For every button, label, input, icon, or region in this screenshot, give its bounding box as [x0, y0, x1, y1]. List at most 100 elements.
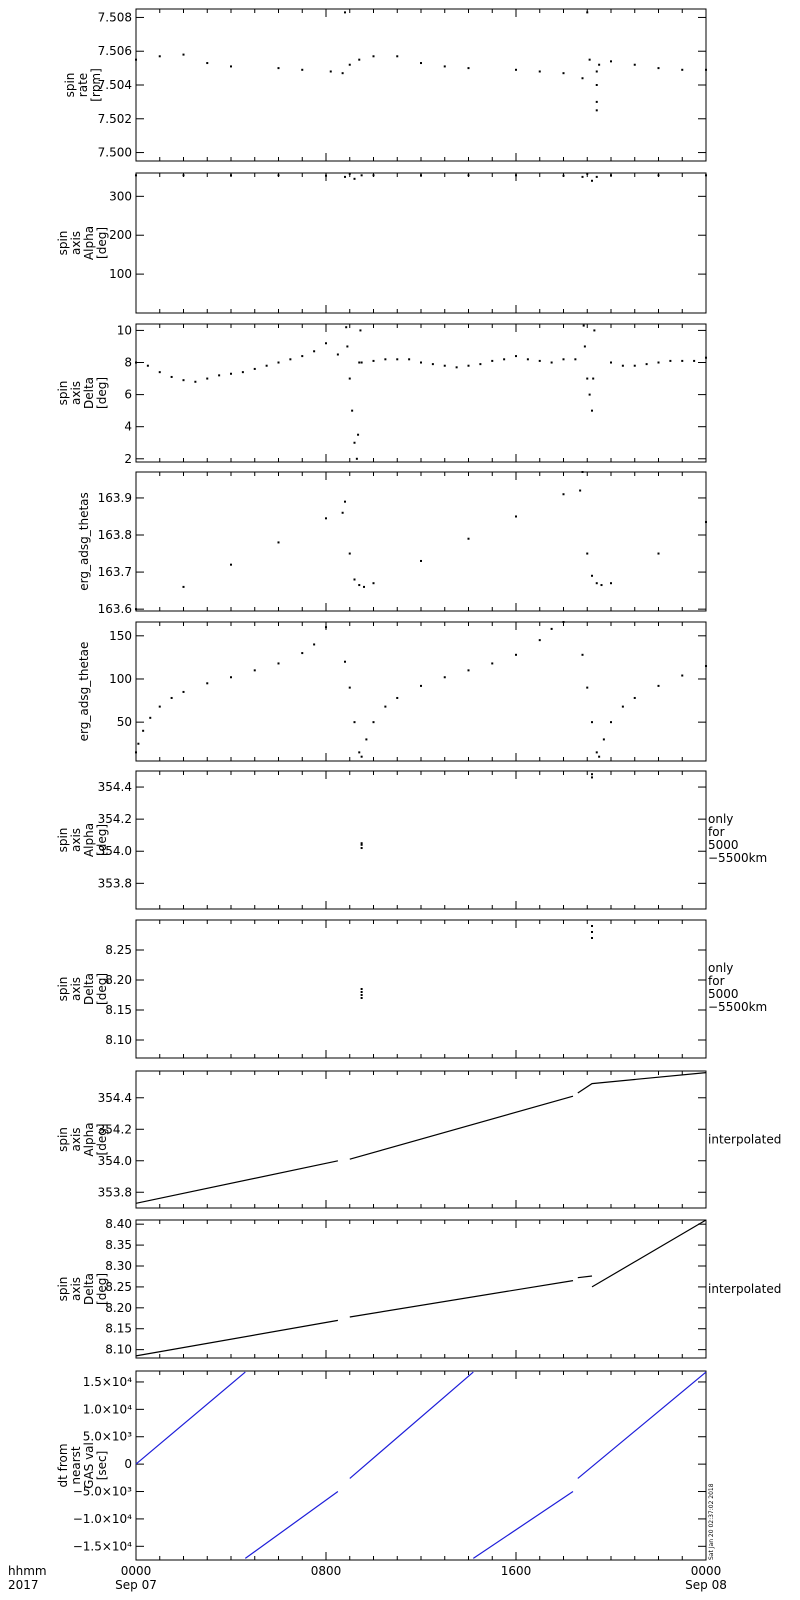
data-point	[135, 58, 137, 61]
y-axis-label: spinaxisDelta[deg]	[56, 973, 109, 1005]
data-point	[591, 925, 593, 927]
data-point	[135, 608, 137, 611]
y-tick-label: 150	[109, 629, 132, 643]
data-point	[581, 175, 584, 178]
data-point	[325, 174, 327, 177]
data-point	[396, 696, 399, 699]
data-point	[345, 326, 348, 329]
data-point	[467, 364, 470, 367]
data-point	[591, 721, 593, 724]
data-point	[253, 367, 256, 370]
data-point	[360, 994, 363, 996]
data-point	[158, 371, 161, 374]
data-point	[467, 537, 470, 540]
data-point	[360, 843, 363, 846]
data-point	[491, 662, 494, 665]
x-tick-label: 0000	[121, 1564, 152, 1578]
data-point	[372, 55, 375, 58]
data-point	[515, 355, 517, 358]
data-point	[586, 552, 589, 555]
data-point	[595, 582, 598, 585]
y-tick-label: 8.20	[105, 1301, 132, 1315]
data-point	[301, 355, 304, 358]
data-point	[467, 174, 470, 177]
data-point	[574, 358, 577, 361]
data-point	[645, 363, 648, 366]
data-point	[353, 578, 356, 581]
data-point	[420, 559, 422, 562]
data-point	[158, 705, 161, 708]
data-point	[351, 409, 354, 412]
data-point	[515, 174, 517, 177]
y-tick-label: 50	[117, 715, 132, 729]
y-tick-label: 7.502	[98, 112, 132, 126]
data-point	[137, 742, 140, 745]
y-tick-label: 5.0×10³	[83, 1430, 132, 1444]
data-point	[241, 371, 244, 374]
data-point	[515, 653, 517, 656]
data-point	[348, 377, 351, 380]
y-axis-label: spinaxisDelta[deg]	[56, 1273, 109, 1305]
data-point	[595, 751, 598, 754]
data-point	[360, 174, 363, 177]
data-point	[230, 563, 232, 566]
x-tick-date-label: Sep 07	[115, 1578, 157, 1592]
data-point	[693, 359, 696, 362]
data-point	[705, 68, 707, 71]
data-point	[277, 662, 280, 665]
y-axis-label: dt fromnearstGAS val[sec]	[56, 1442, 109, 1489]
series-line	[577, 1371, 707, 1479]
data-point	[348, 172, 351, 175]
data-point	[396, 55, 399, 58]
panel-7: 8.10 8.15 8.20 8.25 spinaxisDelta[deg] only fo…	[56, 919, 767, 1059]
data-point	[420, 684, 422, 687]
data-point	[562, 174, 565, 177]
data-point	[135, 174, 137, 177]
data-point	[681, 68, 684, 71]
data-point	[344, 175, 346, 178]
data-point	[595, 70, 598, 73]
data-point	[313, 643, 316, 646]
data-point	[588, 58, 591, 61]
data-point	[562, 493, 565, 496]
data-point	[681, 359, 684, 362]
data-point	[633, 63, 636, 66]
data-point	[265, 364, 268, 367]
panel-6: 353.8 354.0 354.2 354.4 spinaxisAlpha[deg] on…	[56, 770, 767, 910]
y-tick-label: 354.2	[98, 812, 132, 826]
data-point	[329, 70, 332, 73]
y-tick-label: 2	[124, 452, 132, 466]
y-tick-label: −1.5×10⁴	[73, 1539, 132, 1553]
y-axis-label: spinaxisDelta[deg]	[56, 377, 109, 409]
data-point	[170, 375, 173, 378]
data-point	[277, 541, 280, 544]
panel-side-note: interpolated	[708, 1282, 781, 1296]
data-point	[149, 716, 152, 719]
data-point	[206, 377, 209, 380]
data-point	[591, 931, 593, 933]
data-point	[372, 174, 375, 177]
data-point	[358, 751, 361, 754]
y-tick-label: 1.0×10⁴	[83, 1402, 132, 1416]
data-point	[538, 70, 541, 73]
data-point	[420, 174, 422, 177]
data-point	[595, 84, 598, 86]
data-point	[581, 471, 584, 473]
y-tick-label: 300	[109, 189, 132, 203]
y-tick-label: 8.35	[105, 1238, 132, 1252]
data-point	[515, 515, 517, 518]
y-tick-label: 8.10	[105, 1033, 132, 1047]
data-point	[420, 62, 422, 65]
data-point	[562, 358, 565, 361]
data-point	[336, 353, 339, 356]
panel-5: 50 100 150 erg_adsg_thetae	[77, 621, 707, 762]
data-point	[526, 358, 529, 361]
data-point	[467, 67, 470, 70]
data-point	[443, 676, 446, 679]
data-point	[455, 366, 458, 369]
data-point	[325, 626, 327, 629]
y-tick-label: 8.15	[105, 1003, 132, 1017]
data-point	[586, 11, 589, 14]
y-tick-label: 354.4	[98, 1091, 132, 1105]
data-point	[358, 361, 361, 364]
